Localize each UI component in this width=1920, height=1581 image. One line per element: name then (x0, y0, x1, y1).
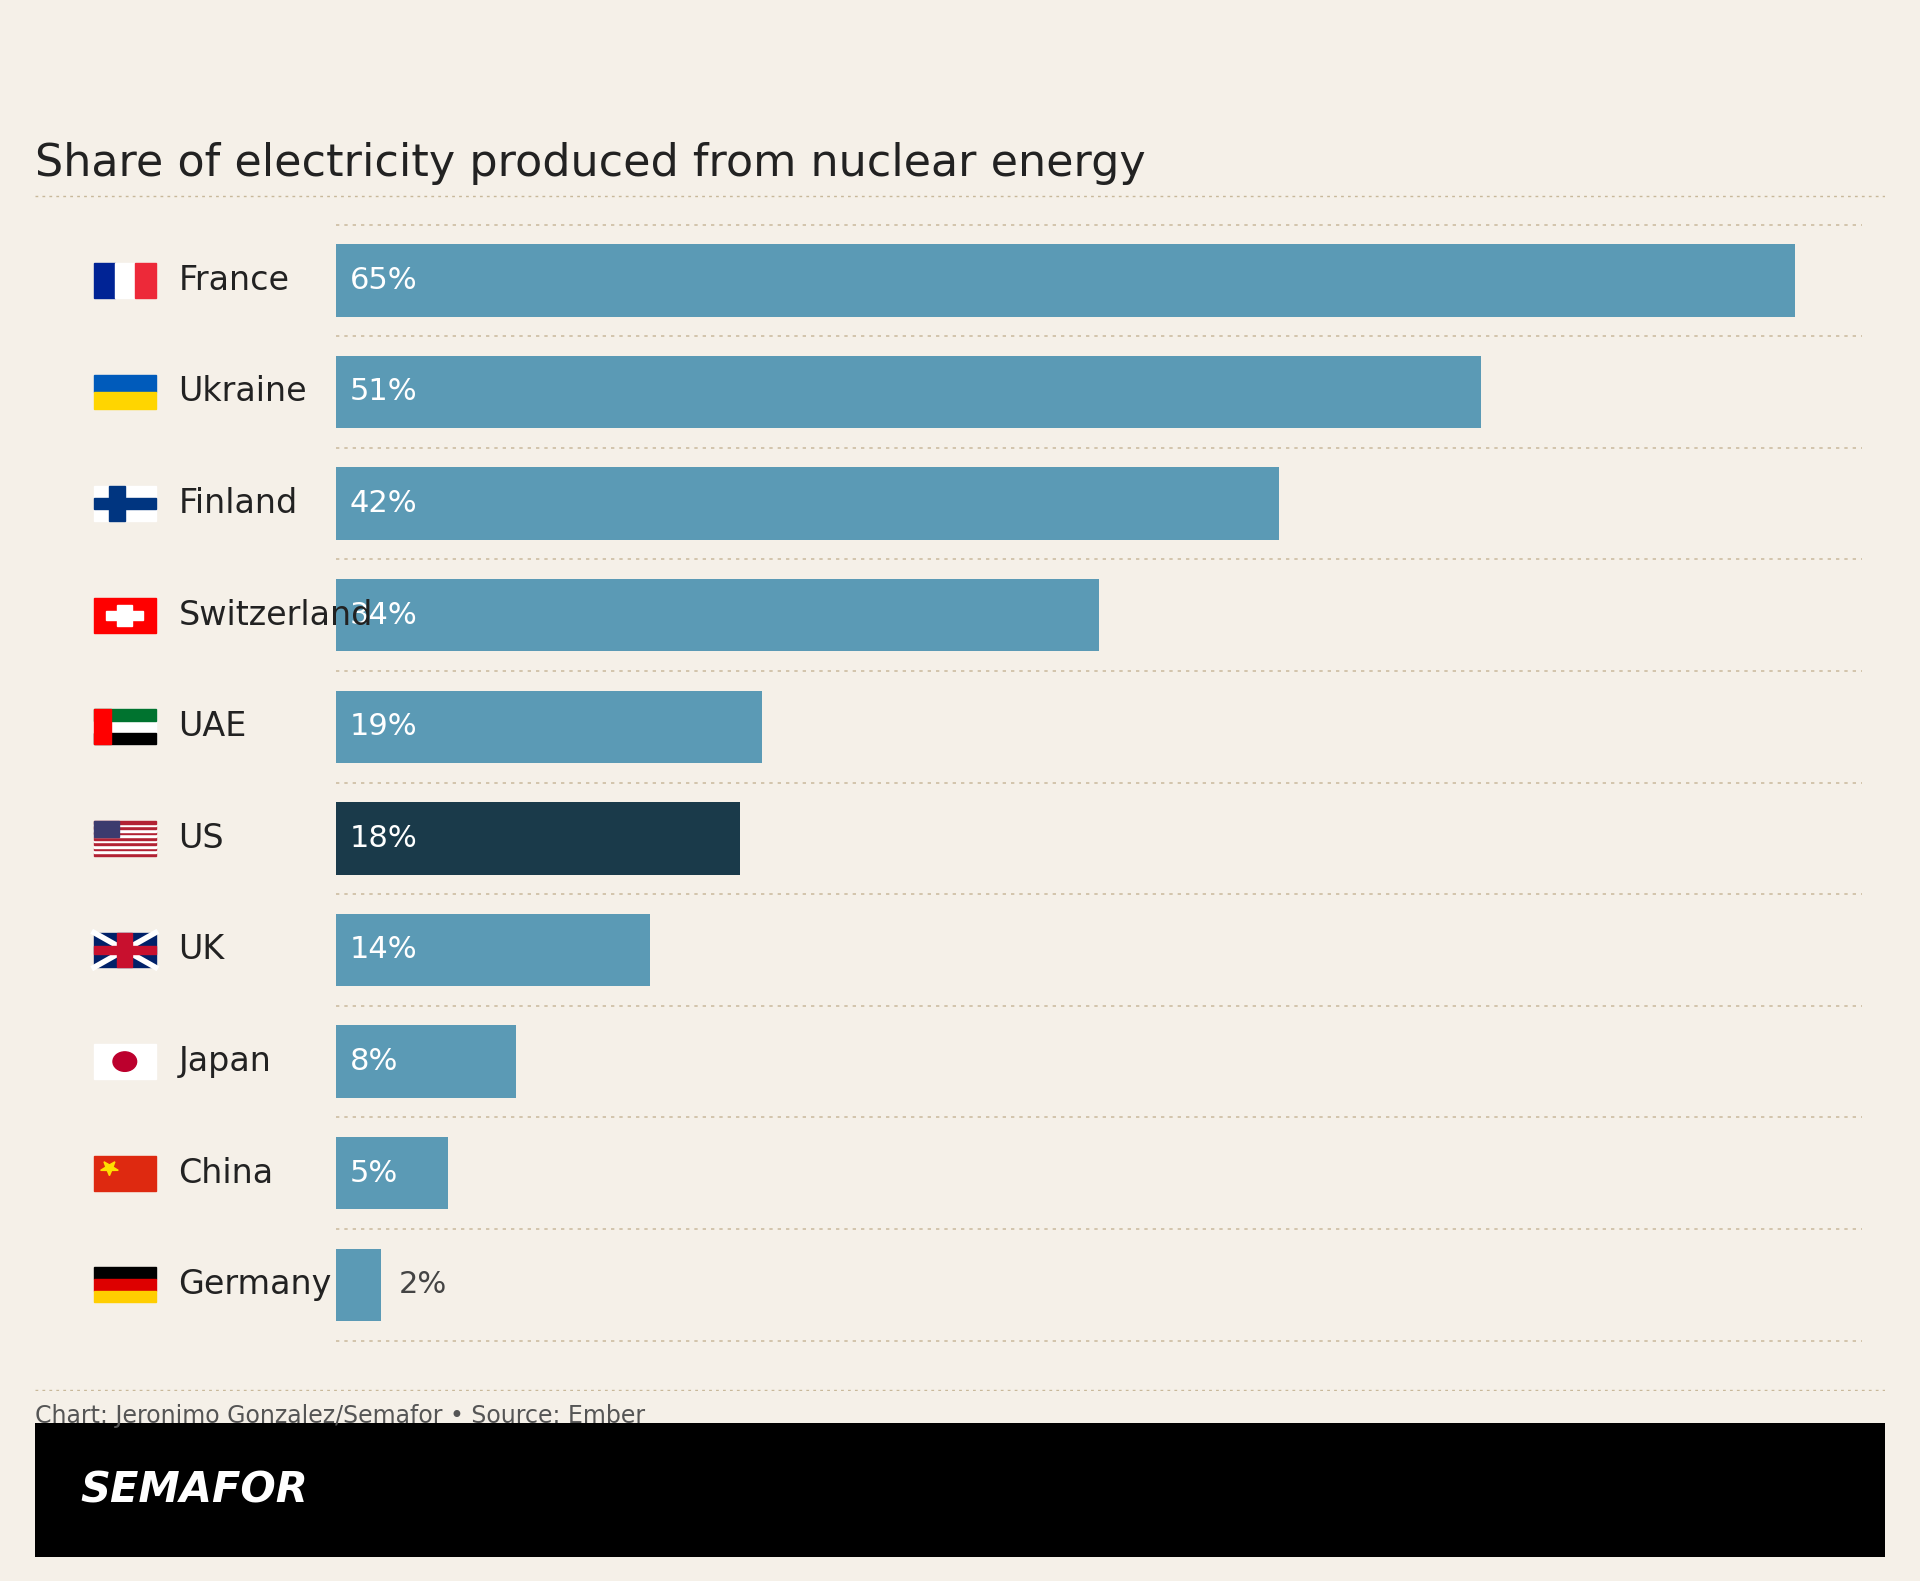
Text: 2%: 2% (399, 1270, 447, 1300)
Text: 51%: 51% (349, 378, 417, 406)
Bar (336, 468, 1279, 539)
Bar (336, 1026, 516, 1097)
Text: Ukraine: Ukraine (179, 376, 307, 408)
Text: 18%: 18% (349, 824, 417, 852)
Bar (336, 914, 651, 987)
Bar (336, 1137, 447, 1209)
Text: 65%: 65% (349, 266, 417, 296)
Text: US: US (179, 822, 225, 855)
Text: Japan: Japan (179, 1045, 271, 1078)
Bar (336, 243, 1795, 316)
Text: UAE: UAE (179, 710, 248, 743)
Text: 34%: 34% (349, 601, 417, 629)
Text: 19%: 19% (349, 713, 417, 741)
Bar (336, 691, 762, 764)
Text: Share of electricity produced from nuclear energy: Share of electricity produced from nucle… (35, 142, 1146, 185)
Text: Chart: Jeronimo Gonzalez/Semafor • Source: Ember: Chart: Jeronimo Gonzalez/Semafor • Sourc… (35, 1404, 645, 1428)
Text: 14%: 14% (349, 936, 417, 964)
Bar (336, 579, 1098, 651)
Text: Switzerland: Switzerland (179, 599, 372, 632)
Text: SEMAFOR: SEMAFOR (81, 1469, 309, 1511)
Bar (336, 1249, 380, 1322)
Text: China: China (179, 1157, 275, 1189)
Text: Germany: Germany (179, 1268, 332, 1301)
Text: UK: UK (179, 933, 225, 966)
Text: 8%: 8% (349, 1047, 397, 1077)
Bar (336, 356, 1480, 428)
Text: 42%: 42% (349, 489, 417, 519)
Text: Finland: Finland (179, 487, 298, 520)
Text: France: France (179, 264, 290, 297)
Bar (336, 802, 739, 874)
Text: 5%: 5% (349, 1159, 397, 1187)
